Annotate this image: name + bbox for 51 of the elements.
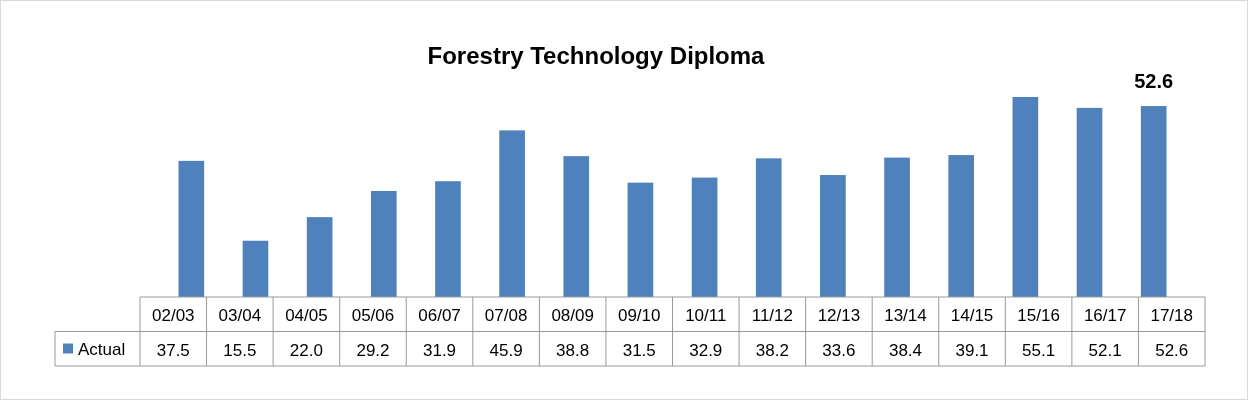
bar: [242, 240, 269, 297]
bar: [306, 217, 333, 297]
data-label: 38.2: [755, 340, 789, 360]
bar: [627, 182, 654, 297]
x-tick-label: 12/13: [817, 306, 861, 325]
data-label: 31.9: [422, 340, 457, 360]
x-tick-label: 16/17: [1083, 306, 1127, 325]
data-label: 38.4: [888, 340, 923, 360]
bar: [820, 175, 846, 297]
x-tick-label: 13/14: [884, 306, 927, 325]
bar: [1076, 107, 1103, 297]
x-tick-label: 05/06: [351, 306, 395, 325]
text: 52.6: [1134, 70, 1174, 92]
bar: [948, 155, 975, 297]
bar: [563, 156, 590, 297]
data-label: 39.1: [955, 340, 989, 360]
x-tick-label: 17/18: [1150, 306, 1193, 325]
legend-label: Actual: [78, 339, 126, 359]
x-tick-label: 02/03: [152, 306, 195, 325]
x-tick-label: 10/11: [685, 306, 727, 325]
data-label: 29.2: [356, 340, 390, 360]
bar: [499, 130, 525, 297]
x-tick-label: 04/05: [285, 306, 328, 325]
chart-title: Forestry Technology Diploma: [427, 42, 766, 69]
x-tick-label: 11/12: [751, 306, 793, 325]
data-label: 45.9: [489, 340, 523, 360]
data-label: 22.0: [289, 340, 323, 360]
x-tick-label: 03/04: [218, 306, 262, 325]
x-tick-label: 06/07: [418, 306, 461, 325]
x-tick-label: 09/10: [617, 306, 661, 325]
x-tick-label: 08/09: [551, 306, 594, 325]
data-label: 33.6: [822, 340, 856, 360]
bar: [1012, 96, 1039, 297]
bar: [755, 158, 782, 297]
x-tick-label: 07/08: [484, 306, 528, 325]
data-label: 37.5: [156, 340, 190, 360]
data-label: 38.8: [556, 340, 590, 360]
bar: [435, 181, 461, 297]
x-tick-label: 14/15: [950, 306, 994, 325]
bar: [691, 177, 718, 297]
bar: [178, 160, 205, 297]
bar: [884, 157, 910, 297]
data-label: 32.9: [689, 340, 723, 360]
data-label: 55.1: [1022, 340, 1056, 360]
data-label: 31.5: [622, 340, 656, 360]
bar: [1140, 106, 1167, 297]
x-tick-label: 15/16: [1017, 306, 1060, 325]
data-label: 52.1: [1088, 340, 1122, 360]
bar: [370, 191, 397, 297]
data-label: 52.6: [1155, 340, 1189, 360]
data-label: 15.5: [223, 340, 257, 360]
